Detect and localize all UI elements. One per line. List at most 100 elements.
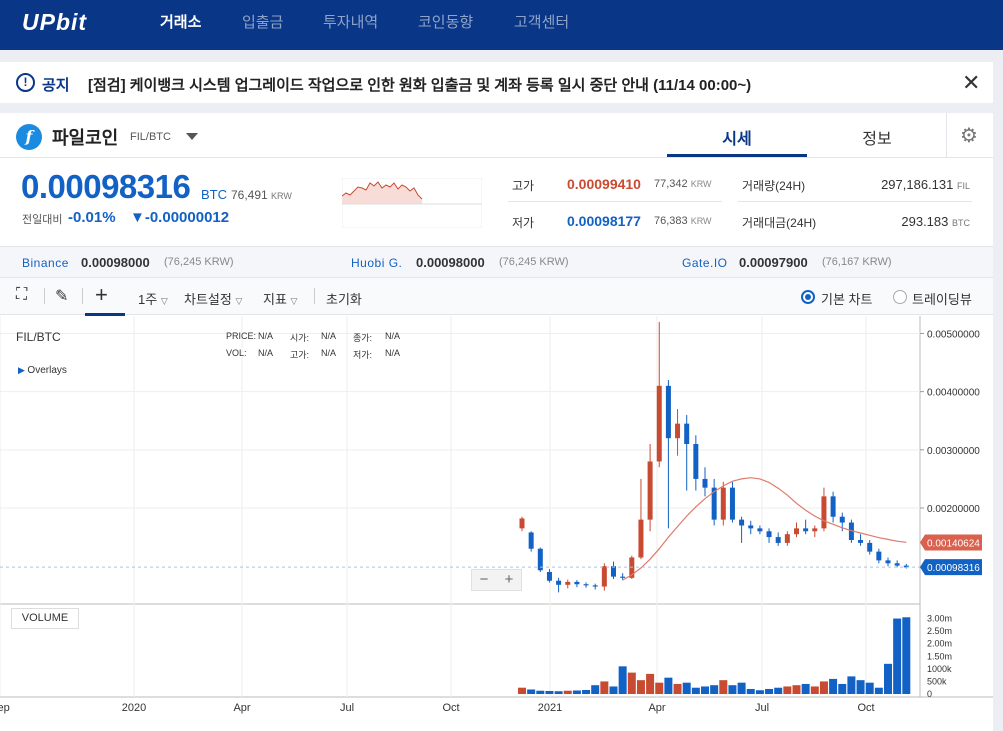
candle-body [775,537,781,543]
radio-basic-label[interactable]: 기본 차트 [821,292,873,307]
tab-info[interactable]: 정보 [862,131,892,148]
reset-button[interactable]: 초기화 [326,292,362,307]
chevron-down-icon: ▽ [160,296,168,306]
candlestick-chart-svg[interactable]: 0.00500000 0.00400000 0.00300000 0.00200000… [0,316,993,731]
high-info-label: 고가: [290,350,310,360]
ma-price-badge [920,534,982,551]
x-tick-label: Jul [340,702,354,714]
price-info-label: PRICE: [226,331,257,341]
coin-name[interactable]: 파일코인 [52,128,119,148]
volume-bar [655,682,664,694]
exchange-price: 0.00098000 [416,255,485,270]
close-icon[interactable]: ✕ [962,70,981,95]
volume-bar [600,681,609,694]
nav-customer-center[interactable]: 고객센터 [514,14,570,31]
pencil-icon[interactable]: ✎ [55,288,69,305]
candle-body [656,385,662,462]
x-tick-label: Apr [233,702,250,714]
radio-basic-chart[interactable] [801,290,815,304]
change-rate: -0.01% [68,209,116,226]
crosshair-icon[interactable]: + [95,282,108,307]
chevron-down-icon[interactable] [186,133,198,140]
radio-tradingview[interactable] [893,290,907,304]
exchange-krw: (76,245 KRW) [499,256,569,268]
change-value: ▼-0.00000012 [130,209,230,226]
gear-icon[interactable]: ⚙ [960,125,978,147]
exchange-name[interactable]: Binance [22,256,69,270]
radio-tradingview-label[interactable]: 트레이딩뷰 [912,292,972,307]
price-krw-unit: KRW [271,191,292,201]
price-chart[interactable]: 0.00500000 0.00400000 0.00300000 0.00200000… [0,316,993,731]
x-tick-label: 2020 [122,702,146,714]
candle-body [638,519,644,558]
nav-coin-trends[interactable]: 코인동향 [418,14,474,31]
tab-quote[interactable]: 시세 [722,131,752,148]
chart-settings-label: 차트설정 [184,292,232,307]
nav-exchange[interactable]: 거래소 [160,14,202,31]
volume-tick-label: 1000k [927,664,952,674]
volume-tick-label: 0 [927,689,932,699]
exchange-name[interactable]: Huobi G. [351,256,403,270]
volume-button[interactable]: VOLUME [11,608,79,629]
stat-divider [738,201,972,202]
volume-bar [673,683,682,694]
high-krw-value: 77,342 [654,178,688,190]
interval-select[interactable]: 1주 ▽ [138,289,168,308]
price-krw-value: 76,491 [231,188,268,202]
exclamation-icon: ! [16,73,35,92]
vol-info-label: VOL: [226,348,247,358]
volume-bar [719,680,728,694]
low-krw-unit: KRW [690,216,712,226]
low-label: 저가 [512,216,535,230]
high-price: 0.00099410 [567,176,641,192]
candle-body [903,565,909,568]
candle-body [729,487,735,520]
volume-bar [819,681,828,694]
upbit-logo[interactable]: UPbit [22,9,88,35]
price-krw: 76,491 KRW [231,188,292,202]
overlays-toggle[interactable]: Overlays [18,365,66,376]
mini-price-chart [342,178,482,228]
exchange-name[interactable]: Gate.IO [682,256,728,270]
exchange-price: 0.00097900 [739,255,808,270]
volume-bar [554,691,563,694]
zoom-in-button[interactable]: + [504,571,514,588]
volume-bar [874,687,883,694]
volume-bar [792,685,801,694]
volume-bar [518,687,526,694]
volume-bar [856,680,865,694]
volume-bar [801,683,810,694]
candle-body [519,518,525,529]
amount-24h-unit: BTC [952,218,970,228]
volume-bar [728,685,737,694]
volume-bar [765,688,774,694]
candle-body [720,487,726,520]
last-price-badge [920,559,982,576]
indicators-dropdown[interactable]: 지표 ▽ [263,289,297,308]
amount-24h-value: 293.183 [901,214,949,229]
y-tick-label: 0.00200000 [927,504,980,515]
toolbar-divider [44,288,45,304]
chart-symbol: FIL/BTC [16,330,61,344]
zoom-out-button[interactable]: − [479,571,489,588]
exchange-price-bar: Binance 0.00098000 (76,245 KRW) Huobi G.… [0,246,993,277]
chevron-down-icon: ▽ [235,296,243,306]
candle-body [711,487,717,520]
low-info-label: 저가: [353,350,373,360]
volume-bar [810,686,819,694]
candle-body [537,548,543,571]
nav-deposit-withdraw[interactable]: 입출금 [242,14,284,31]
fullscreen-icon[interactable]: ⛶ [16,286,28,303]
candle-body [620,576,626,578]
coin-pair: FIL/BTC [130,131,171,143]
volume-24h-label: 거래량(24H) [742,179,806,193]
nav-investments[interactable]: 투자내역 [323,14,379,31]
notice-text[interactable]: [점검] 케이뱅크 시스템 업그레이드 작업으로 인한 원화 입출금 및 계좌 … [88,77,752,94]
chart-settings-dropdown[interactable]: 차트설정 ▽ [184,289,242,308]
volume-tick-label: 2.00m [927,639,952,649]
y-tick-label: 0.00400000 [927,388,980,399]
volume-bar [701,686,709,694]
candle-body [803,528,809,532]
candle-body [693,444,699,479]
candle-body [546,572,552,581]
